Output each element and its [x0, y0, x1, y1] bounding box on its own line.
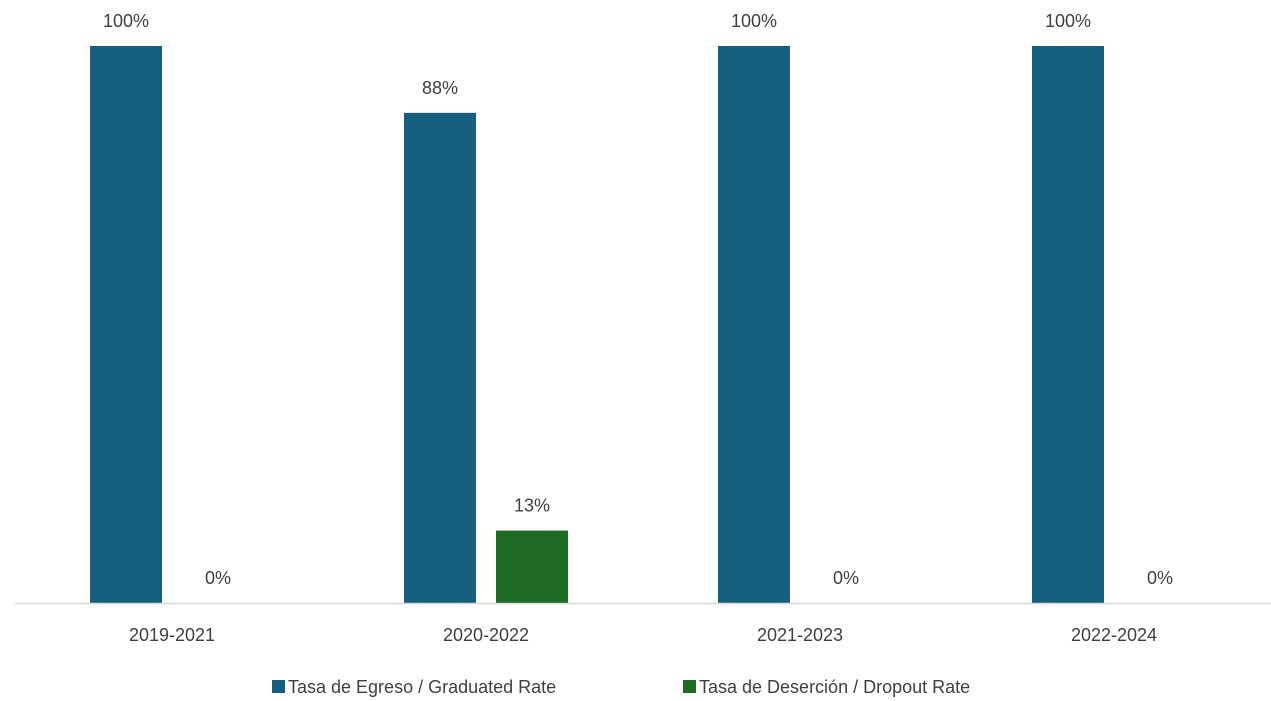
bar-dropout-2020-2022 [496, 530, 568, 603]
bars-group [90, 46, 1104, 603]
data-label-dropout-2020-2022: 13% [514, 496, 550, 516]
data-label-dropout-2021-2023: 0% [833, 568, 859, 588]
legend-label-dropout: Tasa de Deserción / Dropout Rate [699, 677, 970, 697]
bar-graduated-2022-2024 [1032, 46, 1104, 603]
x-tick-label-2020-2022: 2020-2022 [443, 625, 529, 645]
data-label-graduated-2019-2021: 100% [103, 11, 149, 31]
x-tick-labels-group: 2019-2021 2020-2022 2021-2023 2022-2024 [129, 625, 1157, 645]
data-label-graduated-2022-2024: 100% [1045, 11, 1091, 31]
data-label-dropout-2022-2024: 0% [1147, 568, 1173, 588]
legend-label-graduated: Tasa de Egreso / Graduated Rate [288, 677, 556, 697]
legend: Tasa de Egreso / Graduated Rate Tasa de D… [272, 677, 970, 697]
bar-graduated-2021-2023 [718, 46, 790, 603]
legend-swatch-graduated [272, 680, 285, 693]
data-label-dropout-2019-2021: 0% [205, 568, 231, 588]
data-labels-group: 100% 0% 88% 13% 100% 0% 100% 0% [103, 11, 1173, 588]
bar-graduated-2019-2021 [90, 46, 162, 603]
data-label-graduated-2020-2022: 88% [422, 78, 458, 98]
legend-swatch-dropout [683, 680, 696, 693]
x-tick-label-2021-2023: 2021-2023 [757, 625, 843, 645]
bar-graduated-2020-2022 [404, 112, 476, 603]
x-tick-label-2022-2024: 2022-2024 [1071, 625, 1157, 645]
x-tick-label-2019-2021: 2019-2021 [129, 625, 215, 645]
data-label-graduated-2021-2023: 100% [731, 11, 777, 31]
